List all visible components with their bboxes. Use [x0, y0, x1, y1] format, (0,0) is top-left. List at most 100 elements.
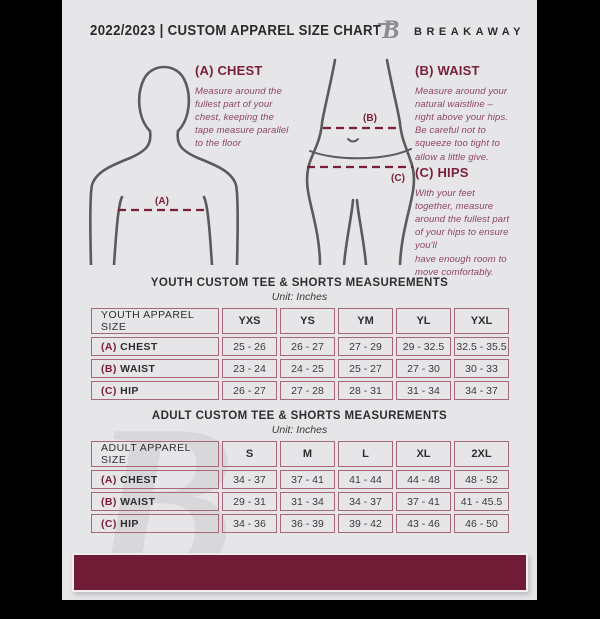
- hips-heading: (C) HIPS: [415, 165, 469, 180]
- size-header: XL: [396, 441, 451, 467]
- size-header: YM: [338, 308, 393, 334]
- cell-value: 41 - 44: [338, 470, 393, 489]
- cell-value: 48 - 52: [454, 470, 509, 489]
- hips-instructions: (C) HIPS With your feet together, measur…: [415, 165, 533, 279]
- hips-diagram: (B) (C): [305, 58, 416, 265]
- cell-value: 34 - 37: [454, 381, 509, 400]
- youth-size-table: YOUTH APPAREL SIZE YXS YS YM YL YXL (A) …: [88, 305, 512, 403]
- table-row-hip: (C) HIP 34 - 36 36 - 39 39 - 42 43 - 46 …: [91, 514, 509, 533]
- youth-section-title: YOUTH CUSTOM TEE & SHORTS MEASUREMENTS: [150, 277, 449, 289]
- row-title: HIP: [120, 517, 139, 530]
- hips-text: With your feet together, measure around …: [415, 188, 510, 278]
- table-row-chest: (A) CHEST 25 - 26 26 - 27 27 - 29 29 - 3…: [91, 337, 509, 356]
- row-title: WAIST: [120, 495, 156, 508]
- cell-value: 44 - 48: [396, 470, 451, 489]
- logo-letter: B: [382, 15, 400, 44]
- row-label: (A) CHEST: [91, 470, 219, 489]
- torso-diagram: (A): [89, 65, 239, 265]
- row-label: (C) HIP: [91, 514, 219, 533]
- hip-line-label: (C): [391, 173, 405, 184]
- table-header-row: YOUTH APPAREL SIZE YXS YS YM YL YXL: [91, 308, 509, 334]
- cell-value: 27 - 30: [396, 359, 451, 378]
- cell-value: 32.5 - 35.5: [454, 337, 509, 356]
- cell-value: 31 - 34: [280, 492, 335, 511]
- size-header: YL: [396, 308, 451, 334]
- cell-value: 24 - 25: [280, 359, 335, 378]
- cell-value: 41 - 45.5: [454, 492, 509, 511]
- cell-value: 23 - 24: [222, 359, 277, 378]
- row-label: (C) HIP: [91, 381, 219, 400]
- row-key: (A): [101, 340, 117, 353]
- cell-value: 36 - 39: [280, 514, 335, 533]
- cell-value: 27 - 29: [338, 337, 393, 356]
- cell-value: 26 - 27: [280, 337, 335, 356]
- cell-value: 27 - 28: [280, 381, 335, 400]
- table-row-waist: (B) WAIST 29 - 31 31 - 34 34 - 37 37 - 4…: [91, 492, 509, 511]
- youth-unit-label: Unit: Inches: [271, 291, 328, 303]
- torso-outline: [89, 65, 239, 265]
- chest-instructions: (A) CHEST Measure around the fullest par…: [195, 63, 313, 151]
- size-header: M: [280, 441, 335, 467]
- size-header: S: [222, 441, 277, 467]
- chest-heading: (A) CHEST: [195, 63, 263, 78]
- cell-value: 39 - 42: [338, 514, 393, 533]
- size-header: L: [338, 441, 393, 467]
- breakaway-logo-icon: B: [378, 15, 408, 44]
- adult-unit-label: Unit: Inches: [271, 424, 328, 436]
- row-title: HIP: [120, 384, 139, 397]
- page-title: 2022/2023 | CUSTOM APPAREL SIZE CHART: [90, 22, 382, 39]
- cell-value: 43 - 46: [396, 514, 451, 533]
- waist-text: Measure around your natural waistline – …: [415, 86, 509, 163]
- cell-value: 29 - 31: [222, 492, 277, 511]
- cell-value: 25 - 27: [338, 359, 393, 378]
- table-row-waist: (B) WAIST 23 - 24 24 - 25 25 - 27 27 - 3…: [91, 359, 509, 378]
- waistband-details: [309, 138, 412, 160]
- adult-size-table: ADULT APPAREL SIZE S M L XL 2XL (A) CHES…: [88, 438, 512, 536]
- footer-accent-bar: [72, 553, 528, 592]
- size-header: YXS: [222, 308, 277, 334]
- chest-text: Measure around the fullest part of your …: [195, 86, 289, 150]
- youth-size-col-header: YOUTH APPAREL SIZE: [91, 308, 219, 334]
- cell-value: 34 - 36: [222, 514, 277, 533]
- size-header: YXL: [454, 308, 509, 334]
- waist-heading: (B) WAIST: [415, 63, 480, 78]
- cell-value: 34 - 37: [338, 492, 393, 511]
- row-title: CHEST: [120, 473, 158, 486]
- row-key: (C): [101, 517, 117, 530]
- table-header-row: ADULT APPAREL SIZE S M L XL 2XL: [91, 441, 509, 467]
- adult-section-title: ADULT CUSTOM TEE & SHORTS MEASUREMENTS: [151, 410, 448, 422]
- cell-value: 31 - 34: [396, 381, 451, 400]
- cell-value: 37 - 41: [280, 470, 335, 489]
- row-key: (B): [101, 362, 117, 375]
- cell-value: 28 - 31: [338, 381, 393, 400]
- row-key: (A): [101, 473, 117, 486]
- size-header: 2XL: [454, 441, 509, 467]
- table-row-hip: (C) HIP 26 - 27 27 - 28 28 - 31 31 - 34 …: [91, 381, 509, 400]
- hips-outline: [305, 58, 416, 265]
- brand-name: BREAKAWAY: [414, 26, 525, 38]
- adult-size-col-header: ADULT APPAREL SIZE: [91, 441, 219, 467]
- waistband-curve: [309, 148, 412, 160]
- cell-value: 37 - 41: [396, 492, 451, 511]
- row-title: WAIST: [120, 362, 156, 375]
- row-key: (B): [101, 495, 117, 508]
- cell-value: 34 - 37: [222, 470, 277, 489]
- navel-mark: [347, 138, 359, 143]
- row-label: (B) WAIST: [91, 359, 219, 378]
- waist-line-label: (B): [363, 113, 377, 124]
- row-label: (A) CHEST: [91, 337, 219, 356]
- cell-value: 26 - 27: [222, 381, 277, 400]
- row-key: (C): [101, 384, 117, 397]
- logo-bar-decoration: [378, 23, 394, 25]
- row-label: (B) WAIST: [91, 492, 219, 511]
- row-title: CHEST: [120, 340, 158, 353]
- cell-value: 25 - 26: [222, 337, 277, 356]
- cell-value: 29 - 32.5: [396, 337, 451, 356]
- size-header: YS: [280, 308, 335, 334]
- size-chart-page: 2022/2023 | CUSTOM APPAREL SIZE CHART B …: [62, 0, 537, 607]
- table-row-chest: (A) CHEST 34 - 37 37 - 41 41 - 44 44 - 4…: [91, 470, 509, 489]
- cell-value: 46 - 50: [454, 514, 509, 533]
- chest-line-label: (A): [155, 196, 169, 207]
- cell-value: 30 - 33: [454, 359, 509, 378]
- waist-instructions: (B) WAIST Measure around your natural wa…: [415, 63, 533, 164]
